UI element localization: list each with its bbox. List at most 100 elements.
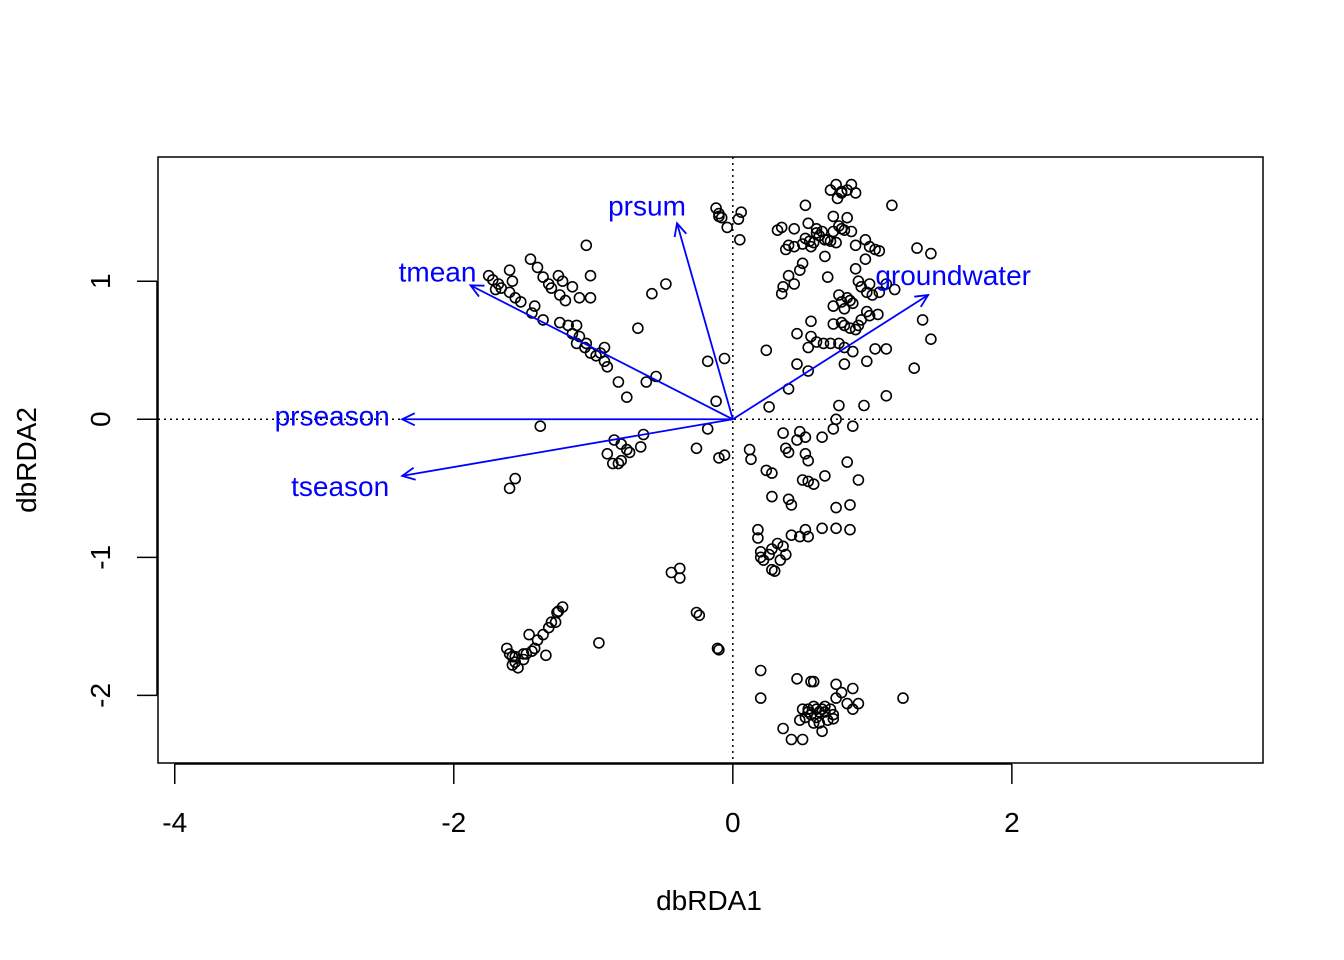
data-point <box>713 210 725 223</box>
data-point <box>791 358 803 370</box>
data-point <box>852 275 865 288</box>
data-point <box>859 253 872 266</box>
data-point <box>916 314 929 326</box>
data-point <box>841 456 854 468</box>
data-point <box>846 703 859 716</box>
data-point <box>690 606 703 619</box>
data-point <box>673 562 686 575</box>
data-point <box>693 609 706 622</box>
data-point <box>763 548 775 561</box>
data-point <box>489 283 502 296</box>
vector-arrowhead-tseason <box>400 467 416 481</box>
data-point <box>559 294 572 307</box>
data-point <box>925 247 937 260</box>
data-point <box>791 672 803 685</box>
data-point <box>807 478 820 491</box>
data-point <box>785 733 798 746</box>
data-point <box>821 271 834 283</box>
data-point <box>802 365 815 377</box>
data-point <box>925 333 937 346</box>
data-point <box>598 341 611 354</box>
data-point <box>838 224 851 236</box>
vector-label-prseason: prseason <box>275 400 390 431</box>
data-point <box>793 530 806 543</box>
data-point <box>849 323 862 336</box>
data-point <box>710 395 722 408</box>
data-point <box>827 423 840 435</box>
data-point <box>819 700 831 713</box>
vector-label-tseason: tseason <box>291 471 389 502</box>
data-point <box>817 337 830 350</box>
data-point <box>816 522 828 535</box>
x-axis-title: dbRDA1 <box>656 885 762 916</box>
data-point <box>810 336 823 348</box>
data-point <box>810 711 823 724</box>
data-point <box>512 661 524 674</box>
data-point <box>911 242 923 254</box>
data-point <box>802 217 815 230</box>
data-point <box>830 692 842 704</box>
y-axis: -2 -1 0 1 <box>85 273 158 708</box>
data-point <box>849 187 862 199</box>
data-point <box>540 649 552 662</box>
data-point <box>537 271 549 283</box>
data-point <box>782 493 795 506</box>
data-point <box>775 221 788 234</box>
data-point <box>886 199 898 212</box>
data-point <box>545 282 558 294</box>
data-point <box>849 239 862 252</box>
data-point <box>866 289 879 301</box>
data-point <box>869 343 881 355</box>
y-tick-label: -1 <box>85 545 116 570</box>
data-point <box>858 399 870 412</box>
data-point <box>528 300 541 312</box>
x-tick-label: -4 <box>162 807 187 838</box>
data-point <box>805 330 817 343</box>
data-point <box>775 287 788 300</box>
data-point <box>615 454 628 467</box>
data-point <box>810 227 823 239</box>
x-axis: -4 -2 0 2 <box>162 763 1020 838</box>
data-point <box>721 221 734 234</box>
data-point <box>846 297 859 310</box>
data-point <box>551 606 563 619</box>
data-point <box>838 358 851 370</box>
data-point <box>620 391 633 404</box>
data-point <box>534 420 547 433</box>
data-point <box>500 642 513 655</box>
data-point <box>821 234 834 246</box>
data-point <box>791 434 803 446</box>
data-point <box>763 401 775 413</box>
data-point <box>830 522 842 535</box>
vector-arrowhead-prsum <box>673 221 687 238</box>
data-point <box>566 280 579 293</box>
data-point <box>830 501 842 514</box>
data-point <box>799 199 812 212</box>
data-point <box>785 529 798 542</box>
data-point <box>816 725 828 738</box>
x-tick-label: -2 <box>441 807 466 838</box>
data-point <box>827 712 840 725</box>
vector-arrowhead-prseason <box>400 412 416 427</box>
data-point <box>754 692 767 704</box>
data-point <box>660 278 672 290</box>
data-point <box>760 464 773 477</box>
data-point <box>816 703 828 716</box>
data-point <box>580 239 593 252</box>
vector-tmean <box>470 284 734 421</box>
data-point <box>872 308 884 321</box>
data-point <box>880 278 893 290</box>
x-tick-label: 0 <box>725 807 741 838</box>
data-point <box>766 467 778 479</box>
data-point <box>863 240 876 253</box>
data-point <box>777 280 789 293</box>
data-point <box>841 697 854 710</box>
data-point <box>805 315 817 328</box>
data-point <box>827 300 840 312</box>
data-point <box>799 447 812 460</box>
data-point <box>908 362 921 375</box>
reference-lines <box>158 157 1263 763</box>
data-point <box>556 275 569 288</box>
data-point <box>846 420 859 433</box>
data-point <box>503 482 516 495</box>
